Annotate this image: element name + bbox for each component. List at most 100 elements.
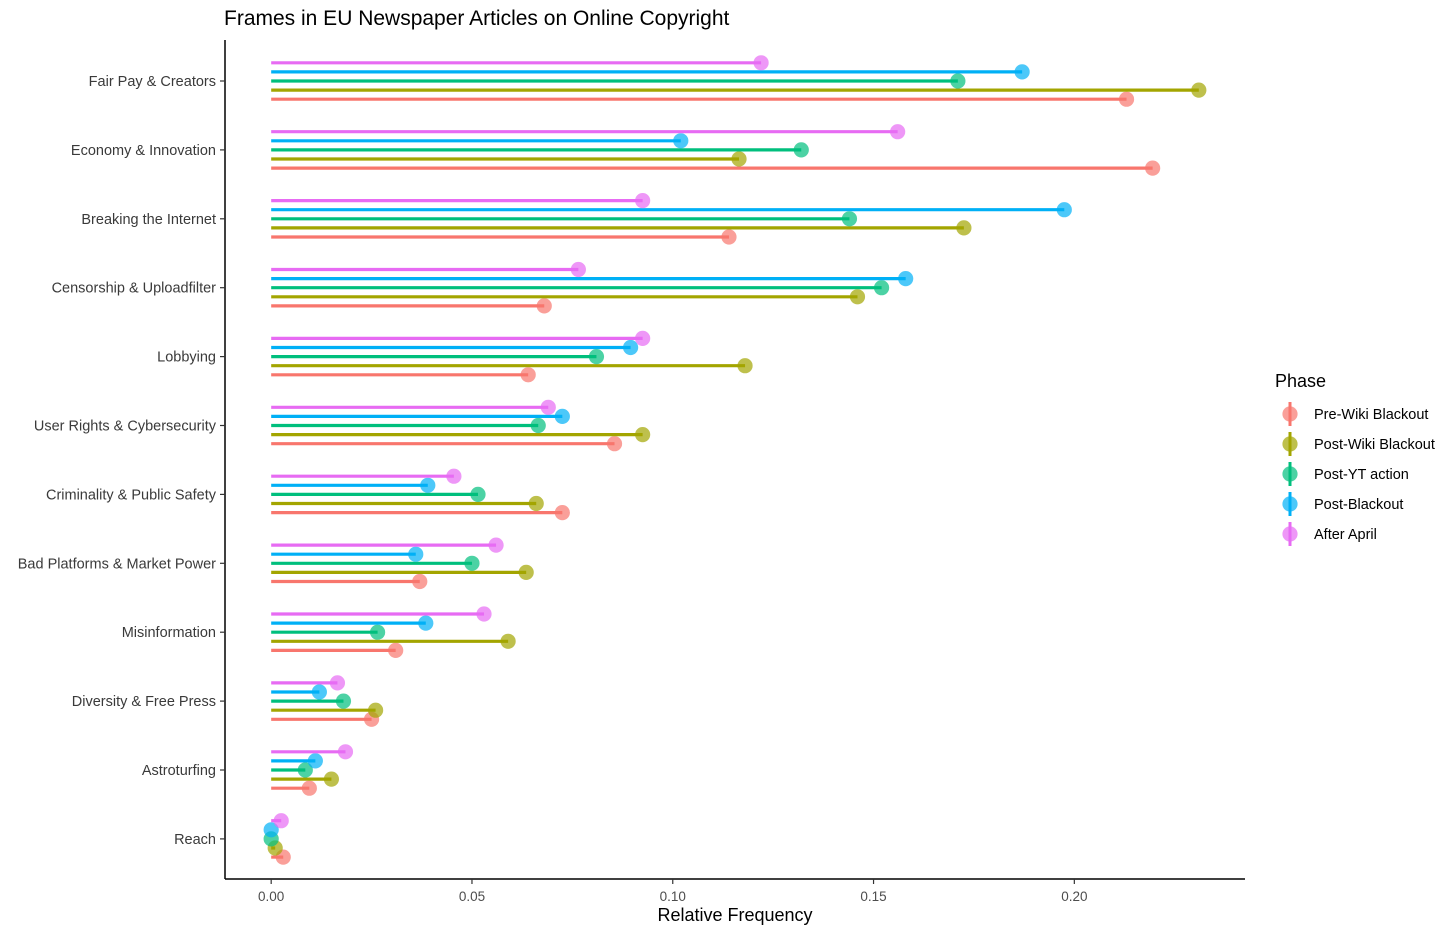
- lollipop-point: [635, 193, 651, 209]
- y-tick-label: User Rights & Cybersecurity: [34, 419, 217, 435]
- y-tick-label: Breaking the Internet: [81, 212, 216, 228]
- legend-item: Post-Wiki Blackout: [1282, 432, 1435, 456]
- category-group: [271, 537, 534, 590]
- category-group: [271, 124, 1161, 176]
- legend-label: Post-Wiki Blackout: [1314, 437, 1435, 453]
- chart-title: Frames in EU Newspaper Articles on Onlin…: [224, 7, 730, 30]
- x-tick-label: 0.15: [860, 889, 886, 904]
- lollipop-point: [570, 261, 586, 278]
- lollipop-point: [418, 615, 434, 631]
- lollipop-point: [323, 771, 340, 787]
- lollipop-point: [470, 486, 486, 502]
- legend-key-point: [1282, 406, 1298, 422]
- legend: Phase Pre-Wiki Blackout Post-Wiki Blackou…: [1275, 371, 1435, 546]
- category-group: [271, 55, 1207, 107]
- lollipop-point: [301, 780, 317, 796]
- x-tick-label: 0.00: [258, 889, 284, 904]
- legend-label: Post-Blackout: [1314, 497, 1403, 513]
- lollipop-point: [635, 427, 651, 443]
- lollipop-point: [1145, 160, 1161, 176]
- lollipop-point: [530, 417, 546, 434]
- lollipop-point: [554, 408, 570, 424]
- category-group: [271, 399, 651, 452]
- lollipop-point: [367, 702, 384, 718]
- lollipop-point: [731, 151, 747, 167]
- lollipop-point: [753, 55, 769, 71]
- lollipop-point: [673, 133, 689, 149]
- lollipop-point: [297, 762, 313, 778]
- category-group: [271, 261, 914, 314]
- legend-item: Post-Blackout: [1282, 492, 1403, 516]
- legend-key-point: [1282, 466, 1298, 482]
- legend-key-point: [1282, 526, 1298, 542]
- lollipop-point: [873, 280, 890, 296]
- lollipop-point: [554, 504, 570, 521]
- lollipop-point: [536, 298, 552, 314]
- lollipop-point: [335, 693, 352, 709]
- lollipop-point: [898, 271, 914, 287]
- y-tick-label: Lobbying: [157, 350, 216, 366]
- legend-key-point: [1282, 436, 1298, 452]
- y-tick-label: Bad Platforms & Market Power: [18, 556, 216, 572]
- legend-label: Post-YT action: [1314, 467, 1409, 483]
- lollipop-point: [588, 349, 605, 365]
- lollipop-point: [500, 633, 516, 649]
- x-tick-label: 0.20: [1061, 889, 1087, 904]
- lollipop-point: [606, 436, 623, 452]
- category-group: [271, 744, 354, 796]
- lollipop-point: [337, 744, 354, 760]
- lollipop-point: [420, 477, 436, 493]
- lollipop-point: [950, 73, 966, 89]
- lollipop-point: [476, 606, 492, 622]
- legend-item: Pre-Wiki Blackout: [1282, 402, 1428, 426]
- lollipop-point: [412, 573, 428, 590]
- category-group: [271, 468, 570, 521]
- lollipop-point: [446, 468, 462, 484]
- lollipop-point: [263, 822, 279, 838]
- lollipop-point: [793, 142, 809, 158]
- lollipop-point: [528, 495, 544, 512]
- y-tick-label: Reach: [174, 832, 216, 848]
- legend-label: After April: [1314, 527, 1377, 543]
- legend-title: Phase: [1275, 371, 1326, 391]
- legend-item: Post-YT action: [1282, 462, 1409, 486]
- lollipop-point: [311, 684, 327, 700]
- lollipop-point: [841, 211, 858, 227]
- lollipop-point: [520, 367, 536, 383]
- category-group: [271, 330, 753, 383]
- lollipop-point: [1014, 64, 1030, 80]
- legend-key-point: [1282, 496, 1298, 512]
- lollipop-point: [518, 564, 534, 581]
- lollipop-point: [488, 537, 504, 553]
- lollipop-point: [307, 753, 323, 769]
- y-axis: Fair Pay & Creators Economy & Innovation B…: [18, 40, 226, 879]
- lollipop-point: [890, 124, 906, 140]
- x-tick-label: 0.10: [660, 889, 686, 904]
- lollipop-point: [464, 555, 480, 571]
- y-tick-label: Fair Pay & Creators: [89, 74, 216, 90]
- category-group: [271, 193, 1072, 245]
- lollipop-point: [1118, 91, 1135, 107]
- legend-label: Pre-Wiki Blackout: [1314, 407, 1428, 423]
- lollipop-point: [849, 289, 866, 305]
- lollipop-point: [956, 220, 972, 236]
- category-group: [263, 813, 291, 865]
- x-axis-title: Relative Frequency: [657, 905, 812, 925]
- lollipop-point: [635, 330, 651, 346]
- x-tick-label: 0.05: [459, 889, 485, 904]
- y-tick-label: Astroturfing: [142, 763, 216, 779]
- lollipop-point: [388, 642, 404, 659]
- category-group: [271, 606, 516, 659]
- lollipop-point: [1056, 202, 1072, 218]
- x-axis: 0.00 0.05 0.10 0.15 0.20: [225, 878, 1245, 904]
- lollipop-point: [622, 339, 639, 356]
- lollipop-point: [1191, 82, 1207, 98]
- y-tick-label: Censorship & Uploadfilter: [52, 281, 217, 297]
- category-group: [271, 675, 384, 727]
- y-tick-label: Diversity & Free Press: [72, 694, 216, 710]
- lollipop-point: [721, 229, 737, 245]
- lollipop-point: [540, 399, 556, 415]
- lollipop-point: [273, 813, 289, 829]
- legend-item: After April: [1282, 522, 1377, 546]
